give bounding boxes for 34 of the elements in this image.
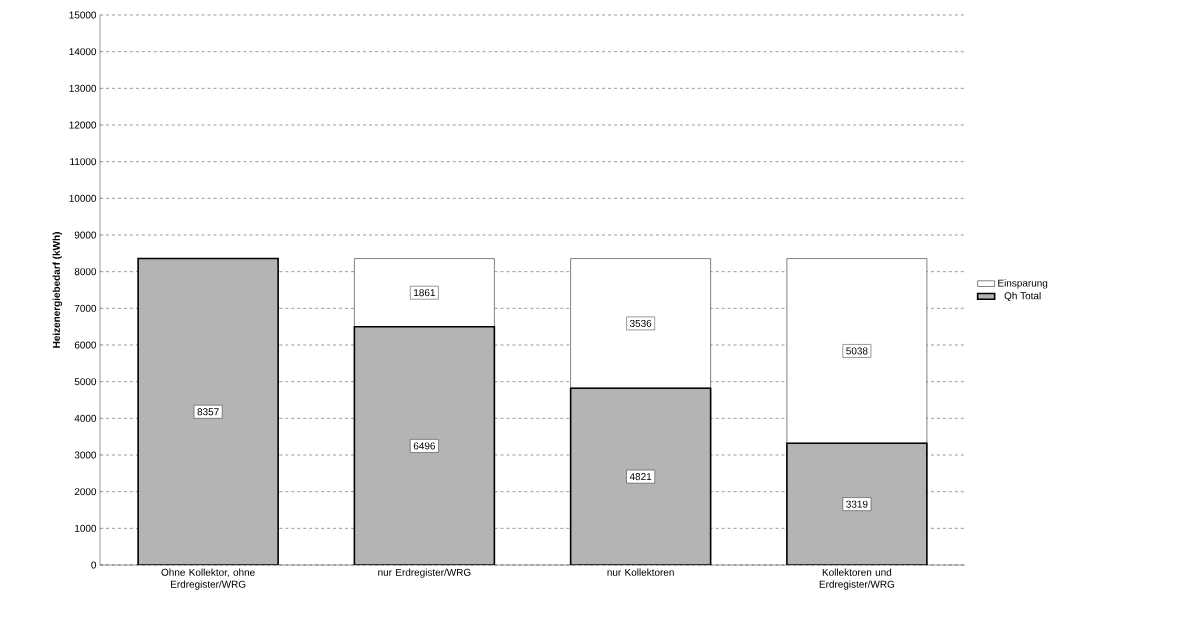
- bar: [353, 326, 496, 565]
- y-tick-label: 3000: [74, 451, 97, 459]
- data-label: 6496: [413, 442, 436, 450]
- y-tick-label: 13000: [69, 84, 97, 92]
- y-tick-label: 11000: [70, 158, 97, 166]
- y-tick-label: 12000: [69, 121, 97, 129]
- y-tick-label: 7000: [74, 304, 97, 312]
- y-tick-label: 1000: [75, 524, 97, 532]
- y-tick-label: 15000: [69, 11, 97, 19]
- y-tick-label: 4000: [74, 414, 97, 422]
- bar: [137, 257, 279, 565]
- data-label: 5038: [846, 347, 868, 355]
- data-label: 4821: [629, 473, 652, 481]
- data-label: 8357: [197, 408, 219, 416]
- data-label: 3319: [846, 500, 868, 508]
- y-tick-label: 2000: [74, 488, 97, 496]
- x-tick-label: nur Kollektoren: [607, 568, 674, 576]
- y-tick-label: 9000: [74, 231, 97, 239]
- y-tick-label: 5000: [74, 378, 97, 386]
- y-tick-label: 8000: [74, 268, 97, 276]
- bar: [786, 442, 928, 565]
- x-tick-label: nur Erdregister/WRG: [378, 568, 471, 578]
- x-tick-label: Ohne Kollektor, ohne Erdregister/WRG: [161, 568, 255, 590]
- legend-label: Qh Total: [1004, 291, 1041, 302]
- y-tick-label: 0: [91, 561, 97, 569]
- bar: [569, 387, 712, 565]
- legend-label: Einsparung: [998, 279, 1048, 289]
- y-tick-label: 14000: [69, 48, 97, 56]
- y-axis-title: Heizenergiebedarf (kWh): [52, 232, 62, 348]
- y-tick-label: 6000: [74, 341, 97, 349]
- x-tick-label: Kollektoren und Erdregister/WRG: [819, 568, 895, 590]
- y-tick-label: 10000: [69, 194, 97, 202]
- data-label: 3536: [629, 319, 652, 327]
- data-label: 1861: [414, 289, 435, 297]
